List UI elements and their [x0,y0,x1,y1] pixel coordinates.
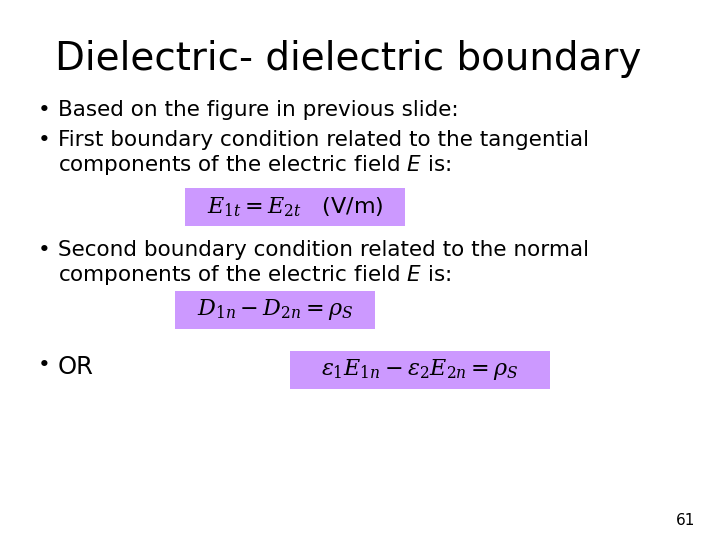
FancyBboxPatch shape [175,291,375,329]
Text: Second boundary condition related to the normal: Second boundary condition related to the… [58,240,589,260]
Text: components of the electric field $E$ is:: components of the electric field $E$ is: [58,153,451,177]
Text: $\varepsilon_1 E_{1n} - \varepsilon_2 E_{2n} = \rho_S$: $\varepsilon_1 E_{1n} - \varepsilon_2 E_… [321,357,519,382]
Text: 61: 61 [675,513,695,528]
FancyBboxPatch shape [185,188,405,226]
Text: $D_{1n} - D_{2n} = \rho_S$: $D_{1n} - D_{2n} = \rho_S$ [197,298,353,322]
Text: First boundary condition related to the tangential: First boundary condition related to the … [58,130,589,150]
Text: •: • [38,130,50,150]
Text: •: • [38,240,50,260]
FancyBboxPatch shape [290,351,550,389]
Text: Dielectric- dielectric boundary: Dielectric- dielectric boundary [55,40,642,78]
Text: •: • [38,355,50,375]
Text: components of the electric field $E$ is:: components of the electric field $E$ is: [58,263,451,287]
Text: Based on the figure in previous slide:: Based on the figure in previous slide: [58,100,459,120]
Text: $E_{1t} = E_{2t}$   (V/m): $E_{1t} = E_{2t}$ (V/m) [207,195,383,219]
Text: •: • [38,100,50,120]
Text: OR: OR [58,355,94,379]
